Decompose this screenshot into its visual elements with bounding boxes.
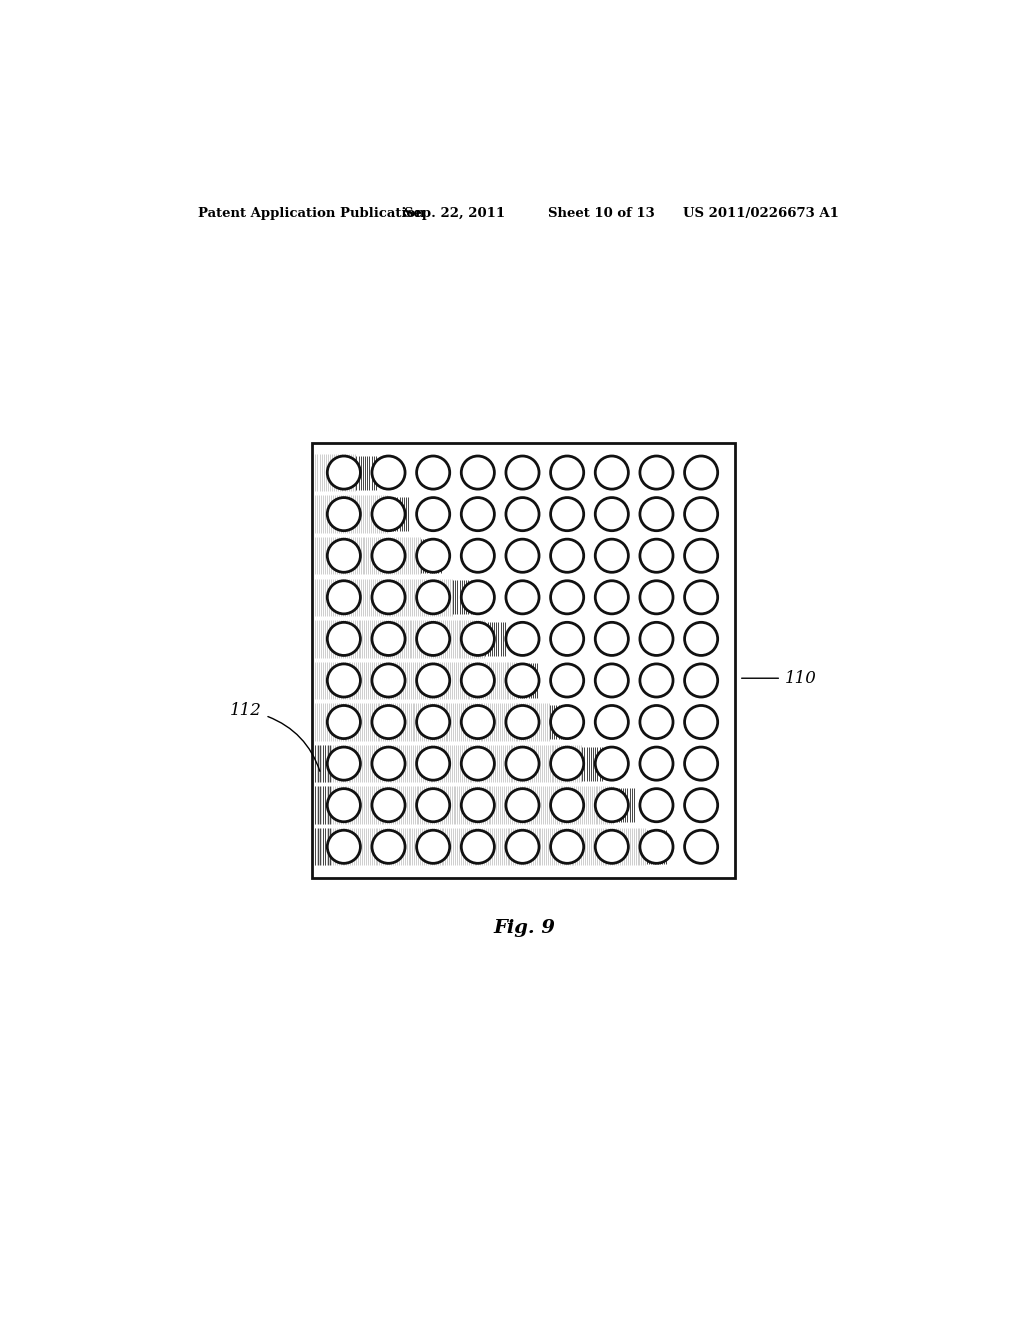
Text: Sheet 10 of 13: Sheet 10 of 13 (548, 207, 654, 220)
Circle shape (685, 622, 718, 656)
Circle shape (640, 788, 673, 822)
Circle shape (372, 664, 406, 697)
Circle shape (640, 747, 673, 780)
Circle shape (506, 539, 539, 573)
Circle shape (372, 747, 406, 780)
Circle shape (640, 581, 673, 614)
Circle shape (328, 830, 360, 863)
Circle shape (328, 664, 360, 697)
Bar (311, 444, 735, 878)
Circle shape (506, 788, 539, 822)
Text: 110: 110 (785, 669, 817, 686)
Circle shape (328, 539, 360, 573)
Circle shape (551, 622, 584, 656)
Circle shape (417, 705, 450, 739)
Circle shape (595, 664, 629, 697)
Circle shape (461, 747, 495, 780)
Circle shape (506, 747, 539, 780)
Circle shape (417, 622, 450, 656)
Text: Fig. 9: Fig. 9 (494, 920, 556, 937)
Circle shape (685, 455, 718, 490)
Circle shape (685, 664, 718, 697)
Circle shape (551, 581, 584, 614)
Circle shape (595, 788, 629, 822)
Circle shape (551, 705, 584, 739)
Circle shape (461, 455, 495, 490)
Circle shape (685, 581, 718, 614)
Circle shape (372, 830, 406, 863)
Circle shape (685, 747, 718, 780)
Circle shape (595, 539, 629, 573)
Circle shape (506, 581, 539, 614)
Circle shape (417, 455, 450, 490)
Circle shape (461, 539, 495, 573)
Circle shape (417, 747, 450, 780)
Circle shape (640, 455, 673, 490)
Circle shape (640, 705, 673, 739)
Circle shape (328, 788, 360, 822)
Text: 112: 112 (229, 702, 261, 718)
Text: US 2011/0226673 A1: US 2011/0226673 A1 (683, 207, 840, 220)
Text: Patent Application Publication: Patent Application Publication (199, 207, 425, 220)
Circle shape (595, 830, 629, 863)
Circle shape (417, 498, 450, 531)
Circle shape (640, 539, 673, 573)
Circle shape (372, 498, 406, 531)
Circle shape (595, 747, 629, 780)
Circle shape (372, 455, 406, 490)
Circle shape (551, 498, 584, 531)
Circle shape (640, 498, 673, 531)
Circle shape (372, 539, 406, 573)
Circle shape (328, 622, 360, 656)
Circle shape (506, 664, 539, 697)
Circle shape (417, 664, 450, 697)
Circle shape (551, 664, 584, 697)
Circle shape (551, 747, 584, 780)
Circle shape (506, 622, 539, 656)
Circle shape (417, 788, 450, 822)
Circle shape (640, 830, 673, 863)
Circle shape (328, 498, 360, 531)
Circle shape (506, 705, 539, 739)
Circle shape (640, 664, 673, 697)
Circle shape (506, 498, 539, 531)
Circle shape (595, 581, 629, 614)
Circle shape (551, 539, 584, 573)
Circle shape (551, 788, 584, 822)
Circle shape (461, 498, 495, 531)
Circle shape (551, 830, 584, 863)
Circle shape (461, 622, 495, 656)
Circle shape (461, 581, 495, 614)
Circle shape (595, 622, 629, 656)
Circle shape (551, 455, 584, 490)
Circle shape (640, 622, 673, 656)
Circle shape (372, 705, 406, 739)
Circle shape (461, 705, 495, 739)
Circle shape (595, 455, 629, 490)
Circle shape (328, 747, 360, 780)
Circle shape (506, 830, 539, 863)
Circle shape (372, 581, 406, 614)
Circle shape (372, 788, 406, 822)
Circle shape (685, 539, 718, 573)
Circle shape (328, 455, 360, 490)
Circle shape (685, 788, 718, 822)
Circle shape (417, 539, 450, 573)
Circle shape (328, 581, 360, 614)
Circle shape (685, 498, 718, 531)
Circle shape (461, 830, 495, 863)
Circle shape (506, 455, 539, 490)
Circle shape (417, 581, 450, 614)
Circle shape (372, 622, 406, 656)
Circle shape (595, 705, 629, 739)
Circle shape (685, 830, 718, 863)
Circle shape (461, 788, 495, 822)
Circle shape (417, 830, 450, 863)
Circle shape (461, 664, 495, 697)
Circle shape (685, 705, 718, 739)
Text: Sep. 22, 2011: Sep. 22, 2011 (403, 207, 505, 220)
Circle shape (595, 498, 629, 531)
Circle shape (328, 705, 360, 739)
